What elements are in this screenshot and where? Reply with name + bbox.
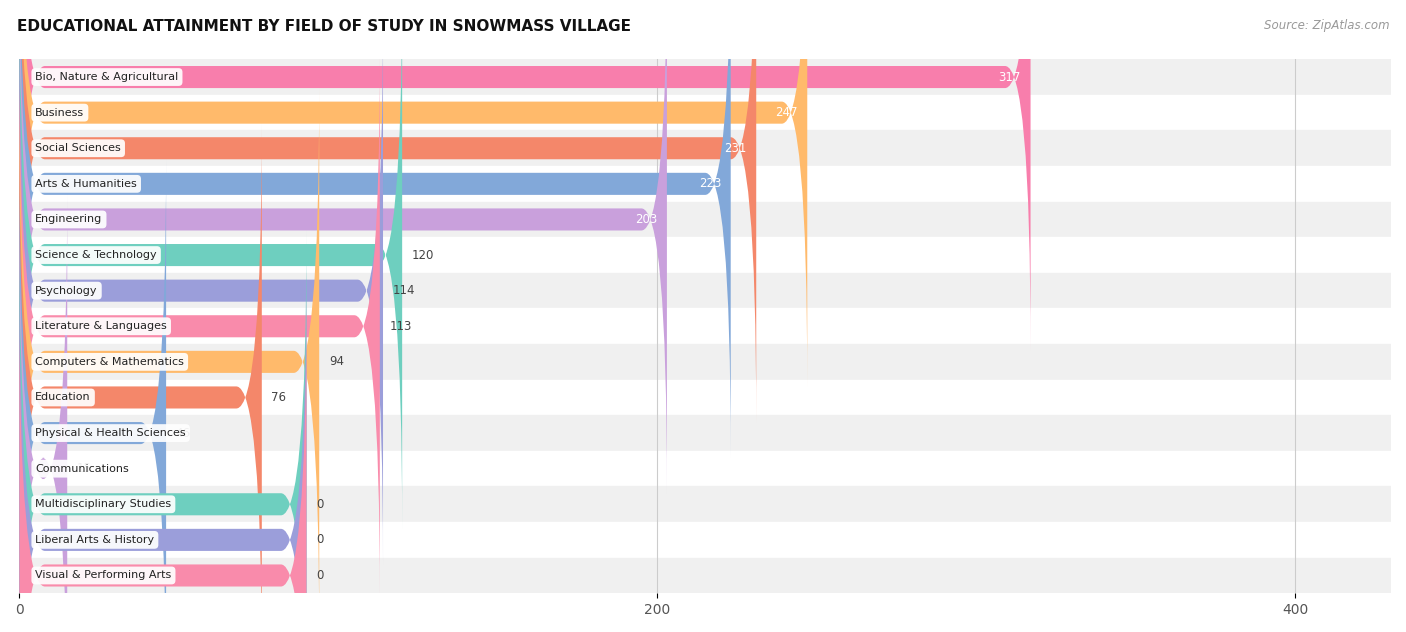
Text: 223: 223 [699,178,721,190]
Text: Education: Education [35,392,91,403]
FancyBboxPatch shape [20,0,402,529]
FancyBboxPatch shape [20,124,262,632]
Text: Multidisciplinary Studies: Multidisciplinary Studies [35,499,172,509]
Bar [20,95,1391,130]
FancyBboxPatch shape [20,301,307,632]
Text: Social Sciences: Social Sciences [35,143,121,153]
FancyBboxPatch shape [20,159,166,632]
FancyBboxPatch shape [20,195,67,632]
Bar [20,380,1391,415]
Bar [20,415,1391,451]
Text: 231: 231 [724,142,747,155]
Text: 15: 15 [77,462,91,475]
Text: 46: 46 [176,427,191,440]
Bar [20,237,1391,273]
FancyBboxPatch shape [20,231,307,632]
Text: Science & Technology: Science & Technology [35,250,157,260]
Text: Psychology: Psychology [35,286,98,296]
Text: 76: 76 [271,391,287,404]
Bar [20,166,1391,202]
FancyBboxPatch shape [20,266,307,632]
FancyBboxPatch shape [20,0,731,458]
Bar [20,59,1391,95]
FancyBboxPatch shape [20,17,382,564]
Text: 120: 120 [412,248,434,262]
Text: Arts & Humanities: Arts & Humanities [35,179,136,189]
Text: Bio, Nature & Agricultural: Bio, Nature & Agricultural [35,72,179,82]
Bar [20,273,1391,308]
Text: EDUCATIONAL ATTAINMENT BY FIELD OF STUDY IN SNOWMASS VILLAGE: EDUCATIONAL ATTAINMENT BY FIELD OF STUDY… [17,19,631,34]
Text: 0: 0 [316,533,323,547]
Text: 0: 0 [316,569,323,582]
FancyBboxPatch shape [20,0,756,422]
Text: 94: 94 [329,355,344,368]
Text: 247: 247 [775,106,797,119]
FancyBboxPatch shape [20,0,807,386]
Text: 113: 113 [389,320,412,333]
Bar [20,202,1391,237]
Text: 317: 317 [998,71,1021,83]
Text: 0: 0 [316,498,323,511]
FancyBboxPatch shape [20,88,319,632]
FancyBboxPatch shape [20,0,666,493]
Bar [20,308,1391,344]
Text: Liberal Arts & History: Liberal Arts & History [35,535,155,545]
Text: Visual & Performing Arts: Visual & Performing Arts [35,571,172,580]
Bar [20,451,1391,487]
Text: Physical & Health Sciences: Physical & Health Sciences [35,428,186,438]
Text: Communications: Communications [35,464,129,473]
Text: Computers & Mathematics: Computers & Mathematics [35,357,184,367]
Text: Source: ZipAtlas.com: Source: ZipAtlas.com [1264,19,1389,32]
Bar [20,344,1391,380]
Bar [20,130,1391,166]
Text: 114: 114 [392,284,415,297]
FancyBboxPatch shape [20,52,380,600]
Text: Engineering: Engineering [35,214,103,224]
Text: Literature & Languages: Literature & Languages [35,321,167,331]
Text: Business: Business [35,107,84,118]
Bar [20,557,1391,593]
Bar [20,522,1391,557]
Text: 203: 203 [636,213,658,226]
FancyBboxPatch shape [20,0,1031,351]
Bar [20,487,1391,522]
